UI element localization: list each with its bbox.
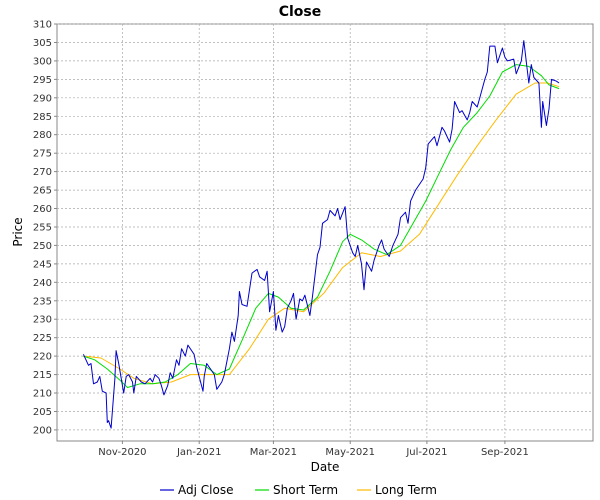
y-tick-label: 230 [33, 315, 52, 326]
x-axis-title: Date [311, 460, 340, 474]
y-tick-label: 235 [33, 296, 52, 307]
x-tick-label: Jan-2021 [176, 447, 221, 458]
y-tick-label: 200 [33, 425, 52, 436]
series-lines [82, 40, 560, 429]
y-tick-label: 280 [33, 130, 52, 141]
y-gridlines [57, 23, 593, 431]
y-tick-label: 210 [33, 389, 52, 400]
y-axis-title: Price [11, 217, 25, 246]
x-axis-ticks: Nov-2020 Jan-2021 Mar-2021 May-2021 Jul-2021… [98, 441, 529, 458]
legend-label-short-term: Short Term [273, 483, 338, 497]
y-tick-label: 300 [33, 56, 52, 67]
series-line-adj-close [82, 40, 560, 429]
x-tick-label: Jul-2021 [405, 447, 447, 458]
series-line-short-term [83, 64, 560, 388]
y-tick-label: 225 [33, 333, 52, 344]
y-tick-label: 260 [33, 204, 52, 215]
y-tick-label: 250 [33, 241, 52, 252]
y-tick-label: 215 [33, 370, 52, 381]
y-tick-label: 270 [33, 167, 52, 178]
y-tick-label: 245 [33, 259, 52, 270]
y-tick-label: 255 [33, 223, 52, 234]
x-tick-label: Mar-2021 [250, 447, 297, 458]
y-tick-label: 205 [33, 407, 52, 418]
y-axis-ticks: 200 205 210 215 220 225 230 235 240 245 250 255 260 2… [33, 20, 57, 436]
legend-label-adj-close: Adj Close [178, 483, 233, 497]
x-tick-label: Nov-2020 [98, 447, 146, 458]
y-tick-label: 220 [33, 352, 52, 363]
y-tick-label: 265 [33, 186, 52, 197]
legend-label-long-term: Long Term [375, 483, 437, 497]
y-tick-label: 285 [33, 112, 52, 123]
legend: Adj Close Short Term Long Term [160, 483, 437, 497]
x-gridlines [122, 24, 506, 441]
y-tick-label: 295 [33, 75, 52, 86]
y-tick-label: 290 [33, 93, 52, 104]
plot-area [56, 23, 594, 442]
y-tick-label: 310 [33, 20, 52, 31]
y-tick-label: 240 [33, 278, 52, 289]
chart-title: Close [279, 4, 322, 20]
y-tick-label: 275 [33, 149, 52, 160]
x-tick-label: May-2021 [325, 447, 375, 458]
y-tick-label: 305 [33, 38, 52, 49]
x-tick-label: Sep-2021 [481, 447, 529, 458]
